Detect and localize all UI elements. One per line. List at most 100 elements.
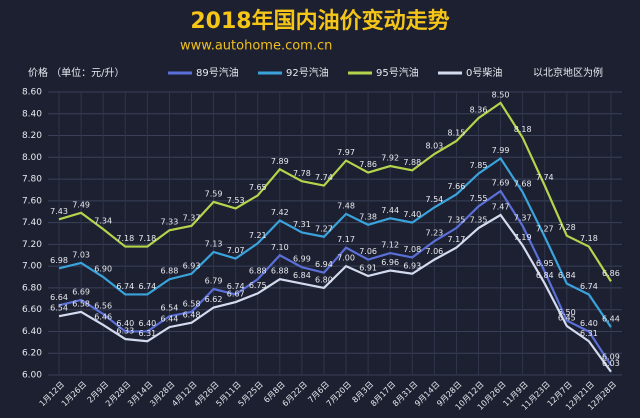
- legend-label: 0号柴油: [466, 66, 502, 79]
- data-label: 7.35: [448, 216, 466, 225]
- data-label: 6.44: [602, 315, 620, 324]
- data-label: 7.34: [94, 217, 112, 226]
- data-label: 8.03: [425, 142, 443, 151]
- data-label: 7.88: [403, 158, 421, 167]
- data-label: 7.28: [558, 223, 576, 232]
- data-label: 6.93: [183, 261, 201, 270]
- data-label: 6.74: [227, 282, 245, 291]
- data-label: 7.08: [403, 245, 421, 254]
- data-label: 7.18: [138, 234, 156, 243]
- data-label: 7.65: [249, 183, 267, 192]
- data-label: 6.95: [536, 259, 554, 268]
- data-label: 7.85: [470, 161, 488, 170]
- data-label: 8.50: [492, 90, 510, 99]
- data-label: 6.74: [580, 282, 598, 291]
- data-label: 7.27: [315, 224, 333, 233]
- data-label: 7.17: [448, 235, 466, 244]
- y-tick-label: 8.00: [22, 153, 42, 163]
- data-label: 6.31: [138, 329, 156, 338]
- data-label: 7.07: [227, 246, 245, 255]
- data-label: 6.45: [558, 314, 576, 323]
- data-label: 6.44: [161, 315, 179, 324]
- data-label: 6.54: [50, 304, 68, 313]
- y-tick-label: 6.60: [22, 305, 42, 315]
- data-label: 7.00: [337, 254, 355, 263]
- data-label: 6.58: [72, 299, 90, 308]
- data-label: 6.90: [94, 265, 112, 274]
- data-label: 7.31: [293, 220, 311, 229]
- y-tick-label: 6.00: [22, 371, 42, 381]
- data-label: 7.44: [381, 206, 399, 215]
- data-label: 6.94: [315, 260, 333, 269]
- data-label: 6.33: [116, 327, 134, 336]
- data-label: 7.19: [514, 233, 532, 242]
- data-label: 7.18: [580, 234, 598, 243]
- data-label: 6.93: [403, 261, 421, 270]
- data-label: 6.03: [602, 359, 620, 368]
- data-label: 7.92: [381, 154, 399, 163]
- data-label: 7.42: [271, 208, 289, 217]
- data-label: 6.69: [72, 287, 90, 296]
- data-label: 6.54: [161, 304, 179, 313]
- data-label: 7.21: [249, 231, 267, 240]
- data-label: 8.18: [514, 125, 532, 134]
- data-label: 7.37: [514, 213, 532, 222]
- data-label: 6.88: [161, 267, 179, 276]
- y-tick-label: 6.40: [22, 327, 42, 337]
- data-label: 6.50: [558, 308, 576, 317]
- data-label: 7.49: [72, 200, 90, 209]
- data-label: 6.98: [50, 256, 68, 265]
- data-label: 7.55: [470, 194, 488, 203]
- note: 以北京地区为例: [533, 66, 603, 79]
- y-tick-label: 7.80: [22, 175, 42, 185]
- data-label: 6.80: [315, 275, 333, 284]
- y-tick-label: 7.60: [22, 196, 42, 206]
- data-label: 7.33: [161, 218, 179, 227]
- data-label: 6.88: [271, 267, 289, 276]
- data-label: 6.99: [293, 255, 311, 264]
- data-label: 6.88: [249, 267, 267, 276]
- y-tick-label: 7.40: [22, 218, 42, 228]
- y-tick-label: 8.40: [22, 109, 42, 119]
- data-label: 6.58: [183, 299, 201, 308]
- data-label: 8.15: [448, 128, 466, 137]
- data-label: 7.59: [205, 189, 223, 198]
- data-label: 7.53: [227, 196, 245, 205]
- data-label: 6.79: [205, 277, 223, 286]
- data-label: 6.86: [602, 269, 620, 278]
- data-label: 7.40: [403, 210, 421, 219]
- subtitle: www.autohome.com.cn: [180, 39, 332, 54]
- series-line: [58, 213, 612, 373]
- data-label: 7.97: [337, 148, 355, 157]
- data-label: 7.48: [337, 201, 355, 210]
- data-label: 6.62: [205, 295, 223, 304]
- y-tick-label: 6.80: [22, 283, 42, 293]
- data-label: 7.43: [50, 207, 68, 216]
- chart-title: 2018年国内油价变动走势: [190, 8, 449, 34]
- y-axis-label: 价格 （单位：元/升）: [28, 66, 125, 79]
- data-label: 7.18: [116, 234, 134, 243]
- data-label: 6.74: [116, 282, 134, 291]
- y-tick-label: 6.20: [22, 349, 42, 359]
- data-label: 7.74: [315, 173, 333, 182]
- data-label: 7.03: [72, 250, 90, 259]
- data-label: 6.48: [183, 310, 201, 319]
- data-label: 6.40: [116, 319, 134, 328]
- data-label: 7.38: [359, 212, 377, 221]
- data-label: 7.06: [359, 247, 377, 256]
- data-label: 6.67: [227, 290, 245, 299]
- data-label: 6.09: [602, 353, 620, 362]
- data-label: 8.36: [470, 106, 488, 115]
- series-line: [58, 189, 612, 366]
- data-label: 6.75: [249, 281, 267, 290]
- data-label: 6.40: [580, 319, 598, 328]
- data-label: 7.89: [271, 157, 289, 166]
- data-label: 6.40: [138, 319, 156, 328]
- data-label: 6.96: [381, 258, 399, 267]
- data-label: 7.74: [536, 173, 554, 182]
- data-label: 6.64: [50, 293, 68, 302]
- legend-label: 95号汽油: [376, 66, 419, 79]
- data-label: 6.84: [536, 271, 554, 280]
- data-label: 7.47: [492, 202, 510, 211]
